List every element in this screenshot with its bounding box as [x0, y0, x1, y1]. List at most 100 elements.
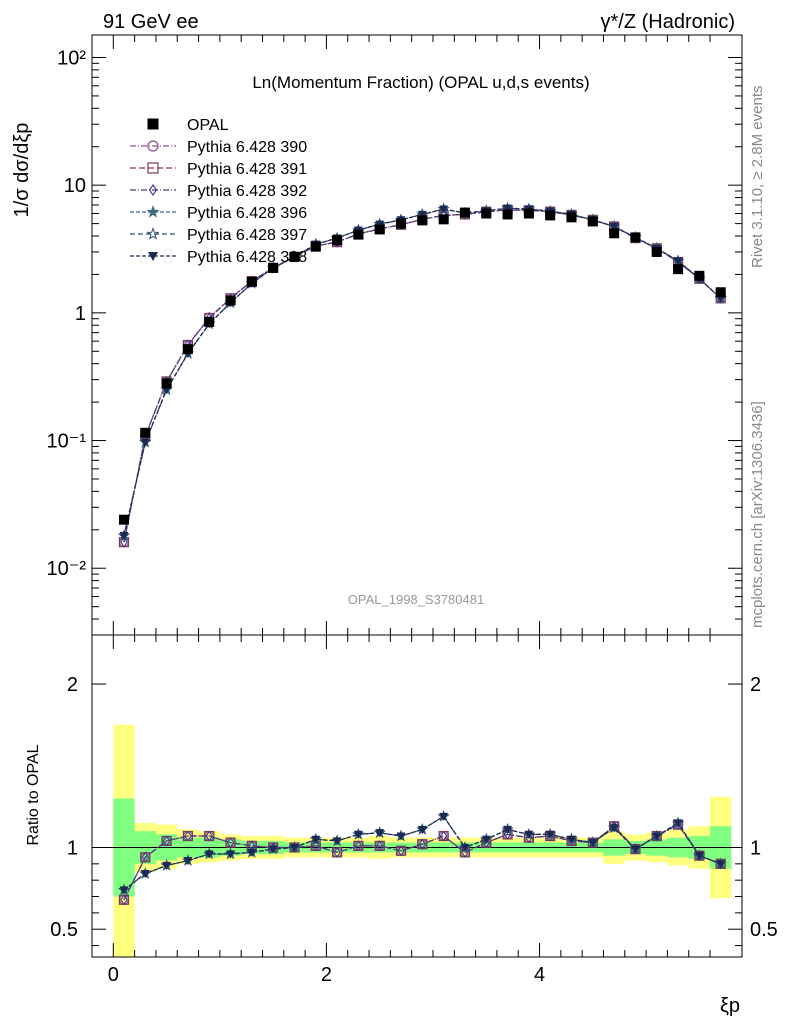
data-point — [289, 251, 300, 262]
ratio-point-s398 — [204, 850, 214, 859]
header-right-label: γ*/Z (Hadronic) — [601, 11, 735, 33]
ratio-point-s398 — [567, 835, 577, 844]
ratio-point-s398 — [716, 860, 726, 869]
legend-label: Pythia 6.428 398 — [187, 249, 307, 266]
data-point — [310, 241, 321, 252]
ratio-point-s398 — [353, 830, 363, 839]
data-point — [417, 215, 428, 226]
data-point — [481, 208, 492, 219]
ratio-point-s398 — [268, 845, 278, 854]
series-point-s398 — [503, 204, 513, 213]
ratio-point-s398 — [183, 856, 193, 866]
ratio-point-s398 — [588, 838, 598, 848]
data-point — [502, 209, 513, 220]
data-point — [694, 270, 705, 281]
data-point — [630, 232, 641, 243]
data-point — [673, 264, 684, 275]
ratio-point-s392 — [375, 840, 384, 852]
legend-label: Pythia 6.428 392 — [187, 183, 307, 200]
ratio-y-tick-label: 2 — [67, 674, 78, 696]
series-point-s398 — [417, 210, 427, 219]
ratio-point-s392 — [141, 851, 150, 863]
ratio-point-s398 — [226, 850, 236, 859]
legend-label: Pythia 6.428 396 — [187, 205, 307, 222]
data-point — [353, 229, 364, 240]
data-point — [140, 427, 151, 438]
legend-label: Pythia 6.428 391 — [187, 161, 307, 178]
data-point — [545, 210, 556, 221]
y-tick-label: 10⁻² — [47, 558, 87, 580]
series-point-s398 — [140, 438, 150, 447]
ratio-point-s392 — [120, 894, 128, 906]
ratio-point-s392 — [418, 838, 427, 850]
data-point — [523, 208, 534, 219]
legend-label: Pythia 6.428 397 — [187, 227, 307, 244]
ratio-point-s398 — [481, 835, 491, 844]
ratio-point-s392 — [162, 835, 171, 847]
ratio-point-s398 — [524, 830, 534, 839]
x-tick-label: 4 — [534, 964, 545, 986]
ratio-point-s392 — [311, 840, 320, 852]
data-point — [225, 295, 236, 306]
data-point — [651, 246, 662, 257]
ratio-y-tick-label-right: 2 — [750, 674, 761, 696]
series-point-s398 — [119, 532, 129, 541]
ratio-line-s398 — [123, 815, 721, 891]
data-point — [268, 262, 279, 273]
ratio-point-s398 — [247, 848, 257, 857]
data-point — [161, 378, 172, 389]
legend-marker — [146, 226, 160, 240]
series-point-s392 — [120, 536, 128, 548]
series-point-s398 — [439, 205, 449, 214]
legend-marker — [148, 252, 158, 261]
ratio-point-s398 — [545, 830, 555, 839]
ratio-point-s398 — [332, 837, 342, 846]
ratio-plot-frame — [91, 634, 743, 958]
x-tick-label: 2 — [321, 964, 332, 986]
ratio-y-axis-label: Ratio to OPAL — [25, 744, 42, 845]
x-tick-label: 0 — [108, 964, 119, 986]
analysis-label: OPAL_1998_S3780481 — [348, 592, 484, 607]
legend-marker — [148, 183, 158, 197]
ratio-point-s398 — [439, 812, 449, 821]
rivet-version-label: Rivet 3.1.10, ≥ 2.8M events — [749, 86, 766, 269]
y-tick-label: 1 — [75, 303, 86, 325]
data-point — [459, 207, 470, 218]
y-tick-label: 10² — [57, 47, 86, 69]
ratio-plot-panel: 0.5 0.5 1 1 2 2 0 2 4 Ratio to OPAL ξp — [25, 634, 778, 1017]
ratio-y-tick-label: 1 — [67, 837, 78, 859]
data-point — [182, 344, 193, 355]
ratio-point-s398 — [503, 825, 513, 835]
ratio-point-s392 — [205, 830, 214, 842]
ratio-point-s398 — [396, 832, 406, 841]
legend-marker-data — [147, 118, 159, 130]
data-point — [609, 228, 620, 239]
ratio-point-s398 — [694, 852, 704, 861]
ratio-point-s392 — [184, 830, 192, 842]
legend-marker — [147, 140, 159, 152]
legend: OPAL Pythia 6.428 390 Pythia 6.428 391 Pyth… — [130, 117, 307, 266]
data-point — [374, 224, 385, 235]
ratio-point-s398 — [162, 861, 172, 870]
ratio-point-s392 — [439, 830, 448, 842]
legend-marker — [147, 162, 159, 174]
ratio-point-s392 — [333, 846, 341, 858]
data-point — [204, 316, 215, 327]
ratio-point-s398 — [119, 886, 129, 895]
legend-label: OPAL — [187, 117, 229, 134]
ratio-point-s398 — [652, 832, 662, 841]
mcplots-label: mcplots.cern.ch [arXiv:1306.3436] — [749, 401, 766, 628]
y-tick-label: 10⁻¹ — [47, 431, 87, 453]
y-axis-label: 1/σ dσ/dξp — [11, 123, 33, 218]
ratio-point-s392 — [397, 845, 405, 857]
ratio-point-s398 — [140, 870, 150, 879]
x-axis-label: ξp — [720, 995, 740, 1017]
plot-title: Ln(Momentum Fraction) (OPAL u,d,s events… — [252, 73, 589, 92]
ratio-y-tick-label-right: 1 — [750, 837, 761, 859]
legend-label: Pythia 6.428 390 — [187, 139, 307, 156]
ratio-point-s398 — [609, 824, 619, 833]
ratio-line-s392 — [123, 823, 721, 901]
data-point — [715, 287, 726, 298]
ratio-point-s398 — [289, 843, 299, 852]
